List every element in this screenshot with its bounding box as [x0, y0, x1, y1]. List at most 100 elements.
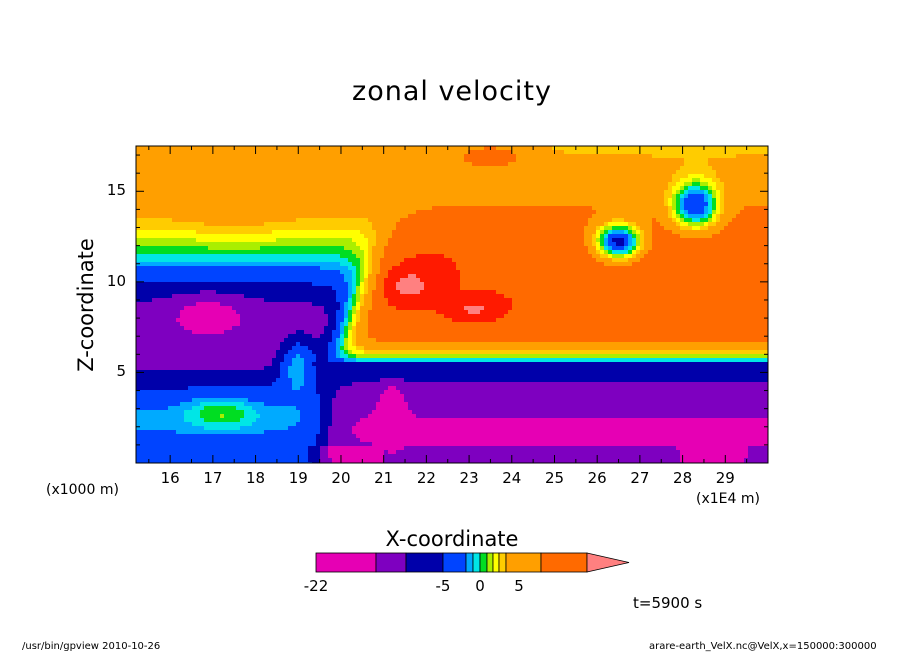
field-cell — [316, 374, 768, 379]
field-cell — [340, 330, 345, 335]
field-cell — [456, 266, 768, 271]
field-cell — [136, 158, 465, 163]
chart-title: zonal velocity — [352, 76, 552, 107]
field-cell — [640, 250, 649, 255]
field-cell — [348, 326, 353, 331]
field-cell — [676, 170, 717, 175]
field-cell — [748, 446, 768, 451]
field-cell — [324, 326, 337, 331]
field-cell — [332, 418, 361, 423]
field-cell — [716, 202, 721, 207]
field-cell — [136, 314, 181, 319]
field-cell — [456, 262, 605, 267]
field-cell — [596, 238, 601, 243]
field-cell — [336, 310, 345, 315]
field-cell — [316, 438, 329, 443]
field-cell — [372, 262, 381, 267]
field-cell — [636, 230, 641, 235]
field-cell — [388, 302, 513, 307]
field-cell — [376, 234, 393, 239]
field-cell — [360, 278, 365, 283]
field-cell — [400, 278, 421, 283]
field-cell — [136, 206, 433, 211]
field-cell — [368, 274, 377, 279]
field-cell — [264, 402, 321, 407]
field-cell — [344, 314, 349, 319]
field-cell — [364, 346, 768, 351]
field-cell — [640, 226, 653, 231]
field-cell — [392, 230, 585, 235]
field-cell — [136, 318, 177, 323]
field-cell — [608, 250, 613, 255]
field-cell — [680, 450, 749, 455]
x-axis-label: X-coordinate — [385, 527, 519, 551]
field-cell — [592, 234, 597, 239]
field-cell — [584, 230, 597, 235]
field-cell — [264, 366, 281, 371]
field-cell — [136, 366, 265, 371]
field-cell — [136, 398, 193, 403]
field-cell — [352, 350, 365, 355]
field-cell — [368, 254, 373, 259]
field-cell — [396, 222, 589, 227]
field-cell — [352, 290, 357, 295]
field-cell — [364, 250, 369, 255]
field-cell — [604, 250, 609, 255]
field-cell — [644, 254, 768, 259]
field-cell — [364, 298, 373, 303]
field-cell — [184, 410, 201, 415]
field-cell — [680, 218, 685, 223]
field-cell — [288, 334, 313, 339]
field-cell — [716, 206, 721, 211]
field-cell — [136, 262, 341, 267]
field-cell — [372, 266, 381, 271]
field-cell — [356, 354, 768, 359]
field-cell — [136, 174, 673, 179]
field-cell — [340, 338, 345, 343]
field-cell — [300, 410, 321, 415]
field-cell — [708, 226, 725, 231]
field-cell — [344, 302, 349, 307]
field-cell — [368, 322, 768, 327]
field-cell — [372, 294, 385, 299]
x-tick-label: 27 — [630, 469, 650, 487]
field-cell — [180, 402, 201, 407]
field-cell — [364, 270, 369, 275]
field-cell — [360, 314, 369, 319]
colorbar-swatch — [375, 552, 407, 573]
field-cell — [328, 426, 353, 431]
field-cell — [368, 258, 373, 263]
field-cell — [200, 402, 245, 407]
field-cell — [672, 174, 689, 179]
colorbar-extend-arrow — [586, 552, 630, 573]
field-cell — [720, 178, 768, 183]
field-cell — [508, 162, 685, 167]
field-cell — [136, 274, 345, 279]
field-cell — [604, 242, 609, 247]
field-cell — [300, 386, 317, 391]
field-cell — [380, 270, 389, 275]
field-cell — [516, 154, 653, 159]
field-cell — [672, 210, 677, 215]
field-cell — [680, 458, 745, 463]
field-cell — [136, 390, 317, 395]
field-cell — [136, 418, 185, 423]
field-cell — [136, 342, 281, 347]
x-tick-label: 23 — [459, 469, 479, 487]
field-cell — [724, 210, 741, 215]
field-cell — [356, 274, 361, 279]
field-cell — [320, 334, 333, 339]
field-cell — [224, 330, 297, 335]
field-cell — [680, 186, 685, 191]
field-cell — [320, 430, 329, 435]
field-cell — [204, 426, 241, 431]
field-cell — [596, 210, 669, 215]
field-cell — [348, 282, 353, 287]
field-cell — [380, 258, 405, 263]
field-cell — [240, 418, 257, 423]
field-cell — [672, 194, 677, 199]
field-cell — [704, 194, 709, 199]
field-cell — [136, 270, 341, 275]
field-cell — [676, 190, 681, 195]
field-cell — [708, 186, 713, 191]
